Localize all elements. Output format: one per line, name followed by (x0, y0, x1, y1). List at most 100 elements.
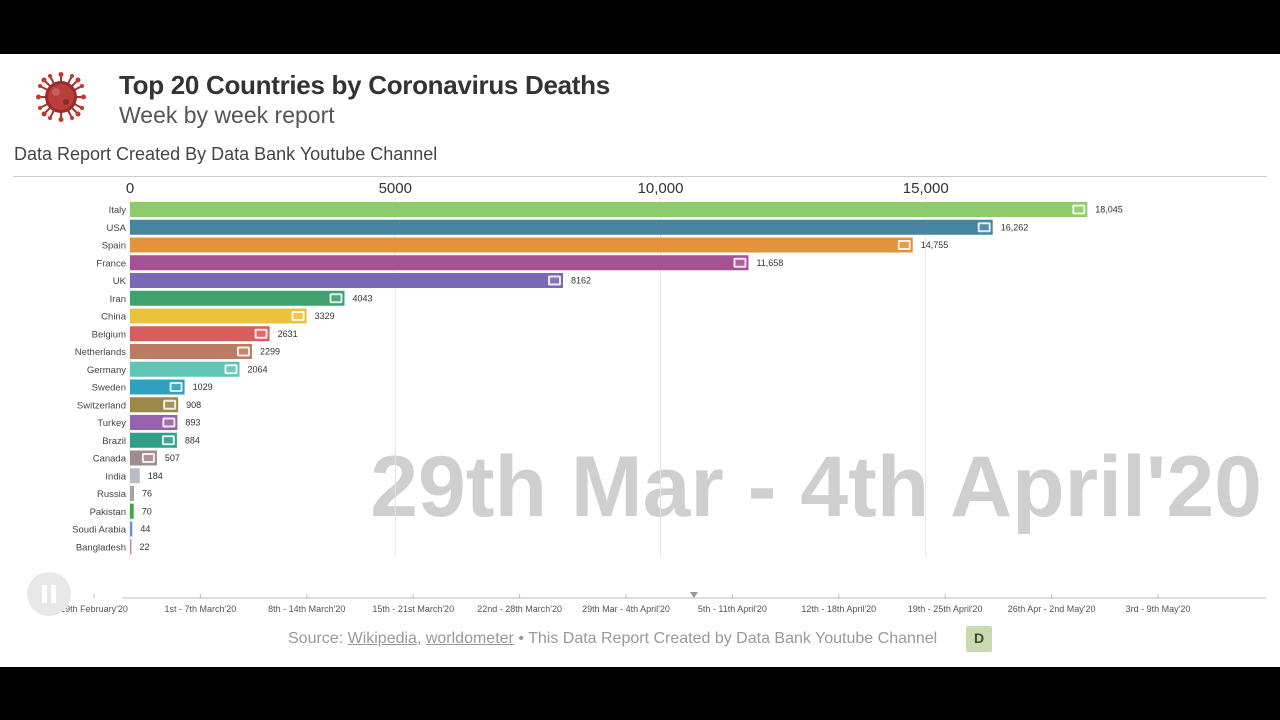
bar-italy (130, 202, 1088, 217)
timeline-label: 5th - 11th April'20 (698, 604, 767, 614)
flag-icon-inner (293, 313, 303, 319)
value-label: 893 (185, 418, 200, 428)
category-label: Canada (93, 454, 127, 465)
flag-icon-inner (549, 277, 559, 284)
flag-icon-inner (899, 242, 909, 248)
category-label: Pakistan (90, 507, 126, 518)
category-label: France (96, 258, 126, 269)
flag-icon-inner (979, 224, 989, 231)
header-divider (13, 176, 1267, 177)
value-label: 507 (165, 453, 180, 463)
chart-frame: Top 20 Countries by Coronavirus Deaths W… (0, 54, 1280, 667)
report-caption: Data Report Created By Data Bank Youtube… (14, 144, 438, 164)
coronavirus-icon (36, 72, 86, 122)
timeline-label: 3rd - 9th May'20 (1126, 604, 1191, 614)
value-label: 2064 (247, 364, 267, 374)
bar-iran (130, 290, 345, 306)
flag-icon-inner (171, 384, 181, 390)
bar-soudi-arabia (130, 521, 133, 537)
category-label: Italy (109, 205, 127, 216)
data-bank-logo: D (966, 626, 992, 652)
timeline-label: 29th Mar - 4th April'20 (582, 604, 670, 614)
bar-belgium (130, 326, 270, 342)
bar-usa (130, 219, 993, 235)
category-label: Turkey (97, 418, 126, 429)
category-label: Sweden (92, 383, 126, 394)
timeline-label: 29th February'20 (60, 604, 128, 614)
bar-france (130, 255, 749, 271)
category-label: India (105, 471, 126, 482)
pause-icon (42, 585, 47, 603)
category-label: Netherlands (75, 347, 126, 358)
value-label: 2631 (278, 329, 298, 339)
timeline-handle (690, 592, 698, 598)
bar-china (130, 308, 307, 324)
timeline-label: 8th - 14th March'20 (268, 604, 345, 614)
category-label: UK (113, 276, 127, 287)
flag-icon-inner (164, 419, 174, 426)
category-label: Germany (87, 365, 126, 376)
category-label: Iran (110, 294, 126, 305)
flag-icon-inner (735, 259, 745, 266)
category-label: USA (106, 223, 126, 234)
flag-icon-inner (163, 437, 173, 444)
value-label: 22 (140, 542, 150, 552)
flag-icon-inner (238, 348, 248, 355)
x-tick-label: 0 (126, 180, 134, 197)
value-label: 4043 (352, 293, 372, 303)
timeline-label: 19th - 25th April'20 (908, 604, 983, 614)
flag-icon-inner (256, 330, 266, 337)
worldometer-link[interactable]: worldometer (425, 630, 514, 647)
value-label: 184 (148, 471, 163, 481)
x-tick-label: 5000 (379, 180, 412, 197)
timeline-label: 22nd - 28th March'20 (477, 604, 562, 614)
value-label: 44 (140, 524, 150, 534)
value-label: 14,755 (921, 240, 949, 250)
pause-icon-bar (51, 585, 56, 603)
flag-icon-inner (1074, 206, 1084, 213)
value-label: 908 (186, 400, 201, 410)
category-label: Russia (97, 489, 127, 500)
flag-icon-inner (143, 455, 153, 461)
category-label: China (101, 312, 127, 323)
bar-uk (130, 273, 563, 288)
value-label: 2299 (260, 347, 280, 357)
value-label: 16,262 (1001, 222, 1029, 232)
pause-button[interactable] (27, 572, 71, 616)
category-label: Belgium (92, 329, 126, 340)
bar-netherlands (130, 344, 252, 359)
page-subtitle: Week by week report (119, 102, 335, 128)
value-label: 884 (185, 435, 200, 445)
x-tick-label: 10,000 (638, 180, 684, 197)
bar-russia (130, 486, 135, 501)
flag-icon-inner (226, 366, 236, 373)
page-title: Top 20 Countries by Coronavirus Deaths (119, 70, 610, 100)
category-label: Brazil (102, 436, 126, 447)
category-label: Switzerland (77, 400, 126, 411)
flag-icon-inner (165, 401, 175, 408)
value-label: 11,658 (756, 258, 783, 268)
current-period-label: 29th Mar - 4th April'20 (370, 439, 1262, 535)
bar-chart: 29th Mar - 4th April'20 0 5000 10,000 15,000… (60, 180, 1266, 614)
value-label: 76 (142, 489, 152, 499)
category-label: Soudi Arabia (72, 525, 127, 536)
flag-icon-inner (331, 295, 341, 302)
value-label: 8162 (571, 276, 591, 286)
bar-germany (130, 361, 240, 377)
value-label: 1029 (193, 382, 213, 392)
x-tick-label: 15,000 (903, 180, 949, 197)
source-line: Source: Wikipedia, worldometer • This Da… (288, 630, 938, 647)
category-label: Bangladesh (76, 542, 126, 553)
bar-spain (130, 237, 913, 253)
bar-india (130, 468, 140, 484)
value-label: 70 (142, 506, 152, 516)
category-label: Spain (102, 241, 126, 252)
bar-bangladesh (130, 539, 132, 555)
wikipedia-link[interactable]: Wikipedia (347, 630, 417, 647)
timeline-label: 26th Apr - 2nd May'20 (1008, 604, 1096, 614)
value-label: 3329 (315, 311, 335, 321)
timeline-label: 15th - 21st March'20 (372, 604, 454, 614)
bar-pakistan (130, 503, 134, 519)
timeline-label: 1st - 7th March'20 (165, 604, 237, 614)
source-suffix: • This Data Report Created by Data Bank … (518, 630, 938, 647)
